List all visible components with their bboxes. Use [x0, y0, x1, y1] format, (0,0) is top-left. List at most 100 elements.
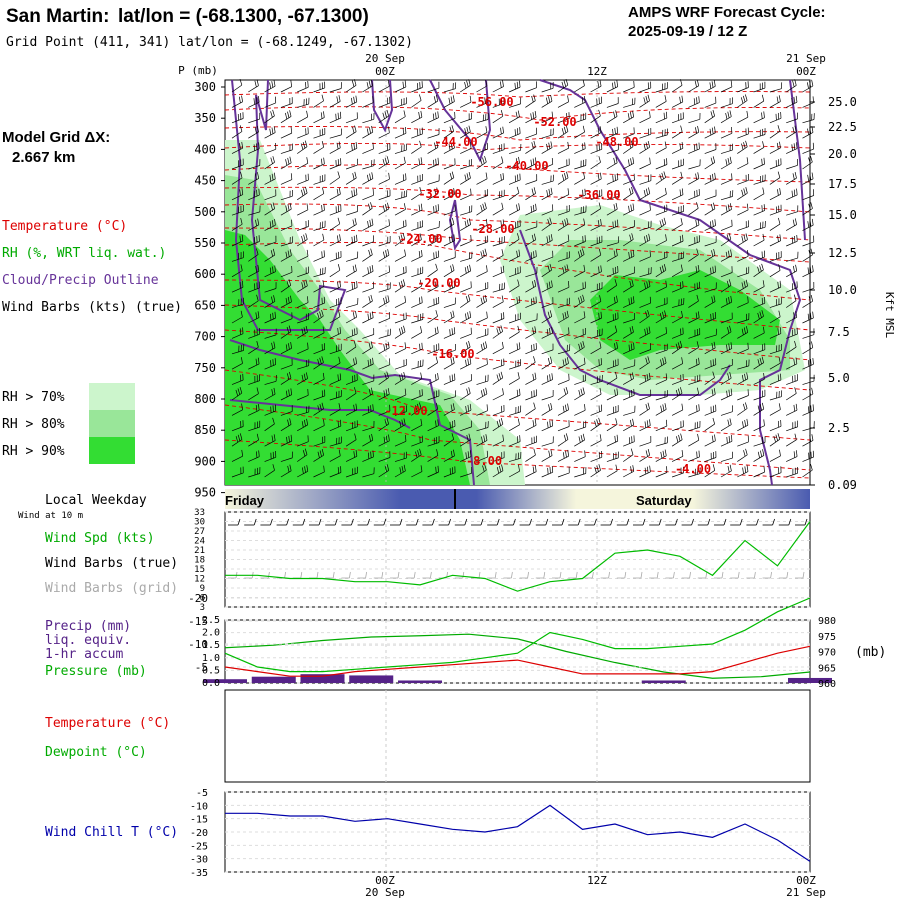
wind-barb-flag [648, 175, 649, 182]
wind-barb-flag [762, 221, 764, 228]
wind-barb-staff [753, 147, 765, 154]
wind-barb-flag [548, 96, 551, 103]
wind-barb-flag [338, 403, 341, 410]
wind-barb-flag [308, 97, 310, 105]
wind-barb-staff [394, 116, 406, 124]
chill-ytick-label: -5 [196, 788, 208, 799]
wind-barb-staff [671, 346, 683, 355]
wind-barb-flag [498, 98, 500, 106]
wind-barb [313, 419, 325, 432]
wind-barb-flag [271, 81, 274, 88]
wind-barb [443, 111, 456, 124]
wind-barb-flag [748, 266, 750, 274]
wind-barb-flag [336, 298, 337, 306]
wind-barb-flag [664, 390, 666, 398]
wind-barb-flag [681, 310, 683, 318]
wind-barb [443, 251, 456, 262]
wind-barb-staff [248, 102, 260, 108]
wind-barb-staff [492, 271, 504, 278]
wind-barb-staff [639, 226, 652, 231]
wind-barb-staff [802, 271, 814, 278]
wind-barb-staff [345, 194, 358, 201]
wind-barb-staff [411, 395, 423, 401]
wind-barb-flag [794, 282, 796, 289]
wind-barb-flag [418, 204, 421, 212]
wind-barb-flag [550, 187, 553, 195]
wind-barb [606, 219, 619, 231]
wind-barb-staff [231, 164, 244, 170]
wind-barb-flag [419, 233, 422, 240]
wind-barb-flag [256, 294, 259, 301]
wind-barb-flag [470, 374, 472, 381]
wind-barb-staff [590, 102, 602, 108]
wind-barb [345, 373, 358, 385]
wind-barb-flag [612, 314, 614, 321]
wind-barb [704, 311, 717, 324]
wind-barb-staff [394, 179, 407, 185]
pressure-axis-label: P (mb) [178, 64, 218, 77]
wind-barb-flag [321, 402, 324, 409]
wind-barb-flag [666, 297, 668, 304]
wind-barb-flag [600, 265, 602, 272]
wind-barb-flag [355, 357, 358, 364]
wind-barb [769, 125, 781, 139]
wind-panel-frame [224, 511, 811, 608]
wind-barb-flag [389, 358, 391, 365]
wind-barb-flag [598, 266, 600, 273]
wind-barb-staff [753, 349, 765, 355]
wind-barb-flag [257, 357, 260, 364]
wind-barb-flag [530, 159, 533, 166]
wind-barb-flag [499, 81, 502, 88]
wind-barb-flag [256, 125, 259, 133]
wind-barb [297, 110, 309, 124]
wind-barb-flag [582, 341, 585, 348]
wind-barb-staff [280, 301, 292, 308]
wind-barb-flag [402, 174, 405, 181]
wind-barb [574, 327, 586, 339]
wind-barb-flag [697, 375, 698, 382]
wind-barb-flag [382, 112, 385, 119]
wind-barb-staff [443, 409, 455, 416]
wind-barb-flag [694, 80, 697, 88]
wind-barb-flag [550, 129, 552, 136]
wind-barb-flag [713, 248, 716, 256]
wind-barb-flag [695, 173, 698, 180]
wind-barb-staff [427, 425, 439, 432]
wind-barb-staff [753, 395, 766, 401]
wind-barb-flag [402, 128, 405, 135]
wind-barb-flag [258, 404, 260, 411]
wind-barb [443, 217, 455, 231]
wind-barb-staff [541, 193, 553, 201]
wind-barb-flag [661, 219, 665, 226]
wind-barb-staff [753, 100, 764, 108]
wind-barb-flag [339, 280, 341, 287]
wind-barb [622, 140, 634, 154]
wind-barb-flag [240, 421, 242, 428]
wind-barb [623, 173, 635, 185]
wind-barb [394, 358, 407, 370]
wind-barb-flag [631, 325, 634, 333]
wind-barb-flag [270, 313, 272, 321]
wind-barb-staff [329, 101, 341, 108]
wind-barb-flag [731, 126, 733, 134]
wind-barb-flag [810, 359, 812, 366]
wind-barb-staff [460, 85, 471, 93]
wind-barb-flag [419, 187, 422, 194]
wind-barb-flag [761, 94, 765, 102]
wind-barb-flag [372, 404, 374, 411]
wind-barb-staff [557, 147, 569, 154]
pressure-unit: (mb) [855, 645, 886, 660]
wind-barb-staff [329, 223, 340, 231]
wind-barb [655, 356, 667, 370]
wind-barb-flag [387, 190, 389, 197]
wind-barb-flag [371, 172, 374, 179]
wind-barb-staff [443, 425, 456, 432]
wind-barb-staff [655, 379, 667, 385]
wind-barb-staff [802, 161, 813, 170]
wind-barb-flag [484, 143, 486, 151]
wind-barb-staff [671, 333, 684, 339]
wind-barb-staff [541, 332, 553, 339]
wind-barb-staff [525, 302, 537, 308]
wind-barb-flag [467, 312, 469, 319]
wind-barb-flag [367, 267, 369, 274]
